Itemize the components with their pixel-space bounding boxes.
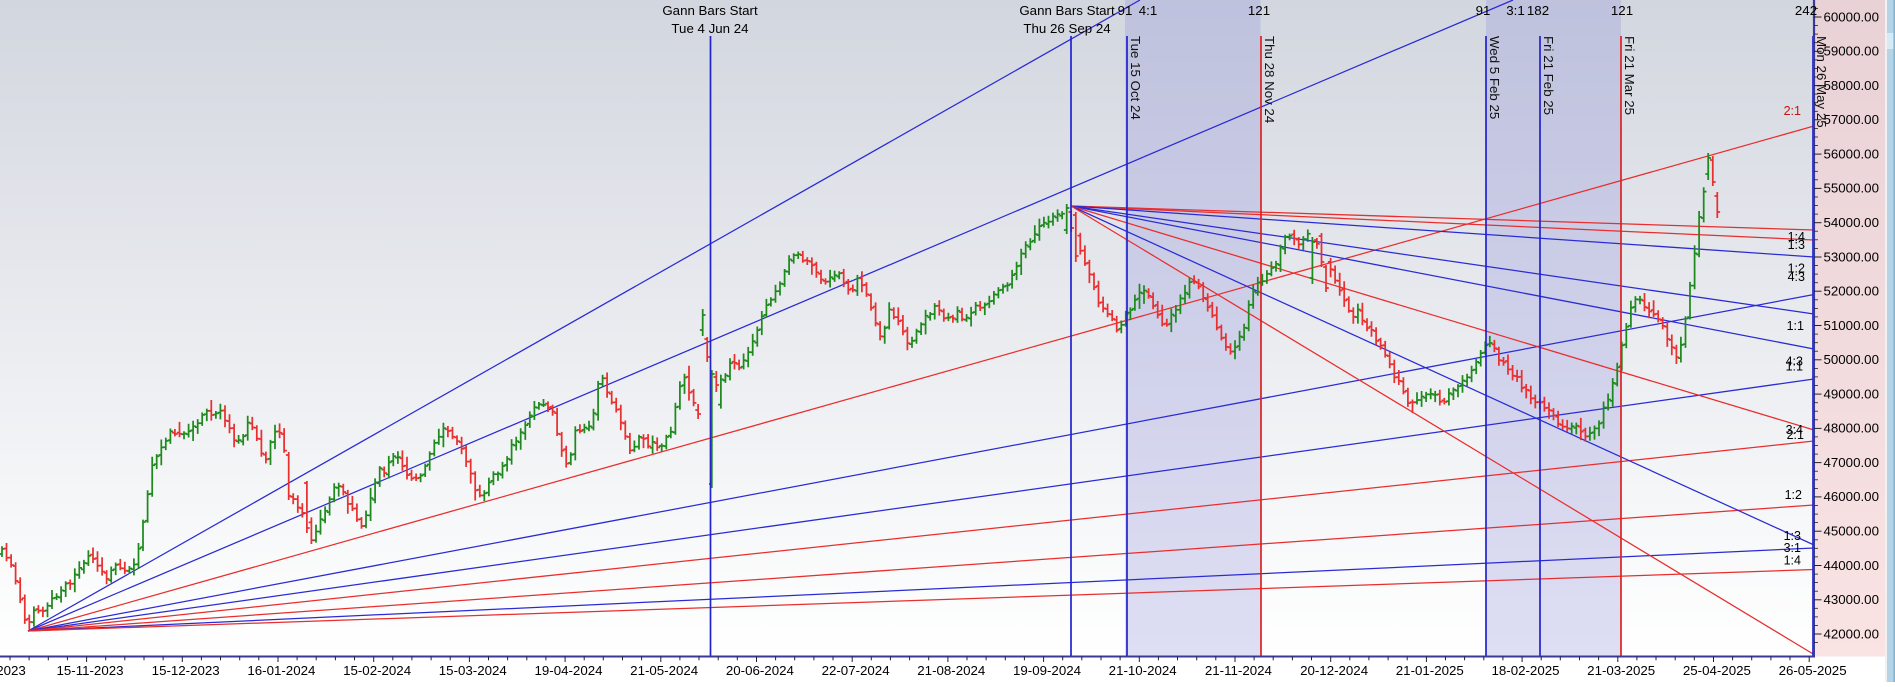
svg-text:1:1: 1:1 (1786, 360, 1803, 374)
svg-text:242: 242 (1795, 3, 1817, 18)
svg-text:21-03-2025: 21-03-2025 (1587, 663, 1655, 678)
svg-text:Gann Bars Start: Gann Bars Start (1019, 3, 1115, 18)
svg-text:Mon 26 May 25: Mon 26 May 25 (1814, 36, 1829, 128)
svg-text:59000.00: 59000.00 (1824, 44, 1879, 59)
svg-text:46000.00: 46000.00 (1824, 489, 1879, 504)
svg-text:47000.00: 47000.00 (1824, 455, 1879, 470)
svg-text:121: 121 (1611, 3, 1633, 18)
svg-text:25-04-2025: 25-04-2025 (1683, 663, 1751, 678)
svg-text:49000.00: 49000.00 (1824, 386, 1879, 401)
svg-text:Tue 15 Oct 24: Tue 15 Oct 24 (1128, 36, 1143, 120)
svg-text:21-05-2024: 21-05-2024 (630, 663, 698, 678)
svg-text:4:1: 4:1 (1139, 3, 1158, 18)
svg-text:45000.00: 45000.00 (1824, 524, 1879, 539)
svg-text:91: 91 (1118, 3, 1133, 18)
svg-text:53000.00: 53000.00 (1824, 249, 1879, 264)
svg-text:55000.00: 55000.00 (1824, 181, 1879, 196)
svg-text:20-06-2024: 20-06-2024 (726, 663, 794, 678)
svg-text:18-02-2025: 18-02-2025 (1491, 663, 1559, 678)
svg-text:57000.00: 57000.00 (1824, 112, 1879, 127)
svg-text:2023: 2023 (0, 663, 26, 678)
svg-text:43000.00: 43000.00 (1824, 592, 1879, 607)
svg-text:3:1: 3:1 (1784, 541, 1801, 555)
svg-text:91: 91 (1476, 3, 1491, 18)
svg-text:21-11-2024: 21-11-2024 (1205, 663, 1272, 678)
svg-text:4:3: 4:3 (1788, 270, 1805, 284)
svg-text:19-04-2024: 19-04-2024 (534, 663, 602, 678)
svg-text:15-03-2024: 15-03-2024 (439, 663, 507, 678)
svg-text:3:4: 3:4 (1786, 423, 1803, 437)
svg-text:52000.00: 52000.00 (1824, 284, 1879, 299)
svg-text:26-05-2025: 26-05-2025 (1779, 663, 1847, 678)
svg-text:Thu 26 Sep 24: Thu 26 Sep 24 (1023, 21, 1110, 36)
svg-text:50000.00: 50000.00 (1824, 352, 1879, 367)
svg-text:20-12-2024: 20-12-2024 (1300, 663, 1368, 678)
svg-text:1:1: 1:1 (1787, 319, 1804, 333)
svg-text:16-01-2024: 16-01-2024 (247, 663, 315, 678)
svg-text:56000.00: 56000.00 (1824, 146, 1879, 161)
svg-text:15-11-2023: 15-11-2023 (56, 663, 123, 678)
svg-text:21-08-2024: 21-08-2024 (917, 663, 985, 678)
svg-text:1:2: 1:2 (1788, 262, 1805, 276)
svg-text:Tue 4 Jun 24: Tue 4 Jun 24 (671, 21, 748, 36)
svg-text:54000.00: 54000.00 (1824, 215, 1879, 230)
svg-text:51000.00: 51000.00 (1824, 318, 1879, 333)
svg-text:121: 121 (1248, 3, 1270, 18)
svg-text:21-10-2024: 21-10-2024 (1109, 663, 1177, 678)
svg-text:22-07-2024: 22-07-2024 (822, 663, 890, 678)
svg-text:Fri 21 Mar 25: Fri 21 Mar 25 (1622, 36, 1637, 115)
svg-text:Wed 5 Feb 25: Wed 5 Feb 25 (1487, 36, 1502, 119)
svg-text:1:4: 1:4 (1788, 230, 1805, 244)
svg-text:Thu 28 Nov 24: Thu 28 Nov 24 (1262, 36, 1277, 123)
svg-text:2:1: 2:1 (1784, 104, 1801, 118)
svg-text:15-02-2024: 15-02-2024 (343, 663, 411, 678)
svg-text:1:3: 1:3 (1788, 238, 1805, 252)
svg-text:1:2: 1:2 (1785, 488, 1802, 502)
svg-text:42000.00: 42000.00 (1824, 626, 1879, 641)
svg-text:48000.00: 48000.00 (1824, 421, 1879, 436)
svg-text:58000.00: 58000.00 (1824, 78, 1879, 93)
svg-text:1:4: 1:4 (1784, 554, 1801, 568)
svg-text:Gann Bars Start: Gann Bars Start (662, 3, 758, 18)
svg-text:15-12-2023: 15-12-2023 (152, 663, 220, 678)
svg-text:60000.00: 60000.00 (1824, 9, 1879, 24)
svg-text:21-01-2025: 21-01-2025 (1396, 663, 1464, 678)
svg-text:182: 182 (1527, 3, 1549, 18)
svg-text:19-09-2024: 19-09-2024 (1013, 663, 1081, 678)
svg-text:4:3: 4:3 (1786, 354, 1803, 368)
svg-text:3:1: 3:1 (1506, 3, 1525, 18)
svg-text:1:3: 1:3 (1784, 529, 1801, 543)
svg-text:Fri 21 Feb 25: Fri 21 Feb 25 (1541, 36, 1556, 115)
svg-text:2:1: 2:1 (1787, 428, 1804, 442)
svg-text:44000.00: 44000.00 (1824, 558, 1879, 573)
